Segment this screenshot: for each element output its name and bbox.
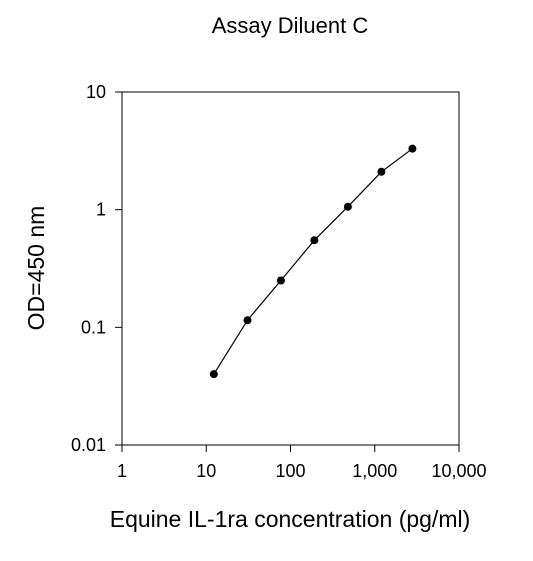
series-line [213, 148, 413, 375]
y-axis-ticks: 0.01 0.1 1 10 [71, 82, 122, 455]
chart-title: Assay Diluent C [212, 13, 369, 38]
data-point [243, 316, 252, 325]
y-tick-label: 10 [86, 82, 106, 102]
x-axis-ticks: 1 10 100 1,000 10,000 [117, 445, 487, 481]
data-point [343, 202, 352, 211]
x-tick-label: 1,000 [352, 461, 397, 481]
data-point [408, 144, 417, 153]
x-axis-label: Equine IL-1ra concentration (pg/ml) [110, 506, 471, 532]
x-tick-label: 10 [196, 461, 216, 481]
y-tick-label: 1 [96, 200, 106, 220]
x-tick-label: 1 [117, 461, 127, 481]
data-point [209, 370, 218, 379]
data-point [310, 236, 319, 245]
y-axis-label: OD=450 nm [23, 206, 49, 331]
data-point [377, 167, 386, 176]
data-point [276, 276, 285, 285]
x-tick-label: 100 [275, 461, 305, 481]
y-tick-label: 0.1 [81, 317, 106, 337]
x-tick-label: 10,000 [431, 461, 486, 481]
y-tick-label: 0.01 [71, 435, 106, 455]
series-layer [209, 144, 417, 379]
